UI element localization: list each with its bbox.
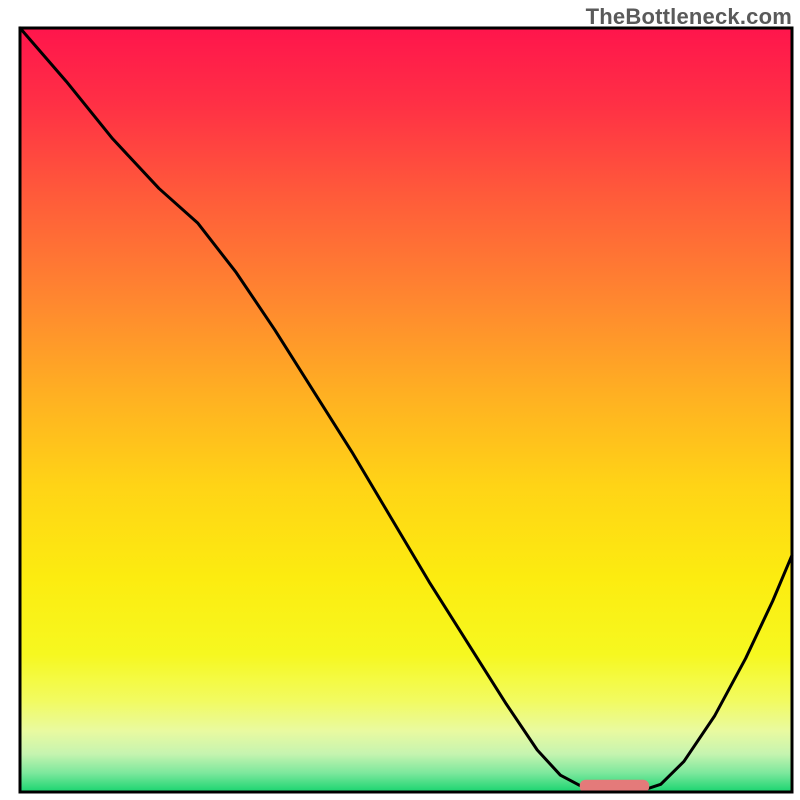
watermark-text: TheBottleneck.com bbox=[586, 4, 792, 30]
bottleneck-chart bbox=[0, 0, 800, 800]
plot-background bbox=[20, 28, 792, 792]
chart-container: TheBottleneck.com bbox=[0, 0, 800, 800]
